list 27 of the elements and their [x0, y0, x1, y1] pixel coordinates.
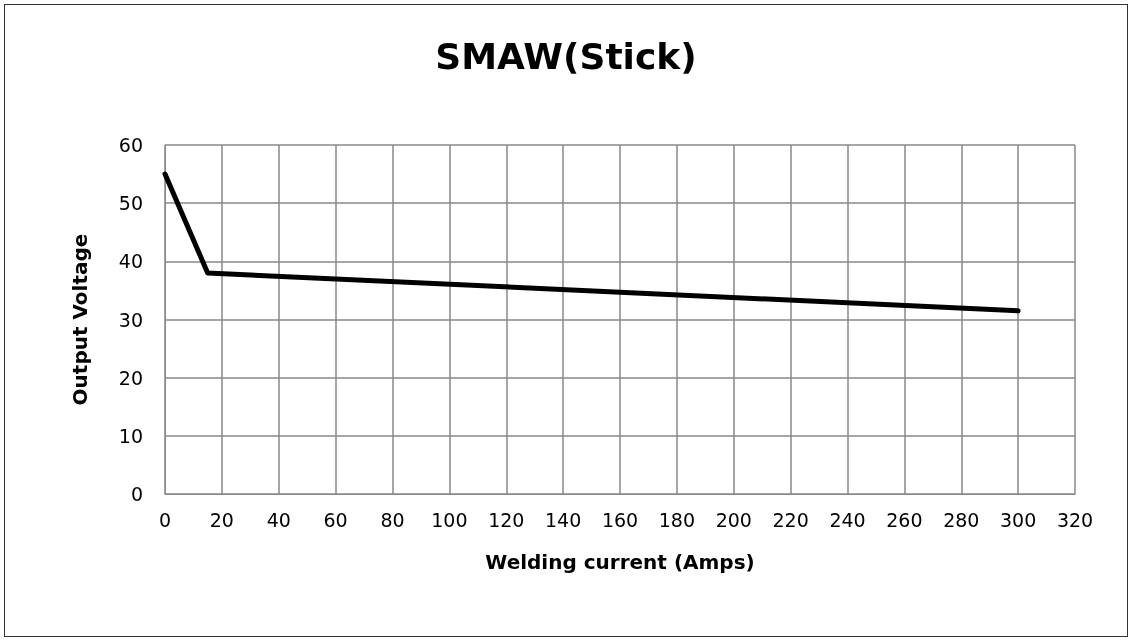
- x-axis-title: Welding current (Amps): [485, 550, 755, 574]
- y-axis-title: Output Voltage: [68, 233, 92, 406]
- y-tick-label: 50: [118, 192, 143, 215]
- x-tick-label: 100: [431, 508, 468, 531]
- y-tick-label: 40: [118, 250, 143, 273]
- x-tick-label: 0: [158, 508, 172, 531]
- x-tick-label: 240: [829, 508, 866, 531]
- x-tick-label: 80: [380, 508, 405, 531]
- y-tick-label: 20: [118, 366, 143, 389]
- y-tick-label: 0: [130, 483, 143, 505]
- y-tick-label: 60: [118, 134, 143, 156]
- x-tick-label: 200: [715, 508, 752, 531]
- x-tick-label: 180: [658, 508, 696, 531]
- x-tick-label: 60: [323, 508, 348, 531]
- x-tick-label: 140: [544, 508, 582, 531]
- y-tick-label: 30: [118, 308, 143, 331]
- y-tick-label: 10: [118, 424, 143, 447]
- x-tick-label: 20: [209, 508, 234, 531]
- x-tick-label: 220: [772, 508, 809, 531]
- x-tick-label: 320: [1056, 508, 1094, 531]
- x-tick-label: 280: [943, 508, 980, 531]
- x-tick-label: 300: [999, 508, 1037, 531]
- x-tick-label: 120: [488, 508, 525, 531]
- x-tick-label: 160: [601, 508, 639, 531]
- chart-title: SMAW(Stick): [435, 35, 697, 77]
- x-tick-label: 40: [266, 508, 291, 531]
- x-tick-label: 260: [886, 508, 923, 531]
